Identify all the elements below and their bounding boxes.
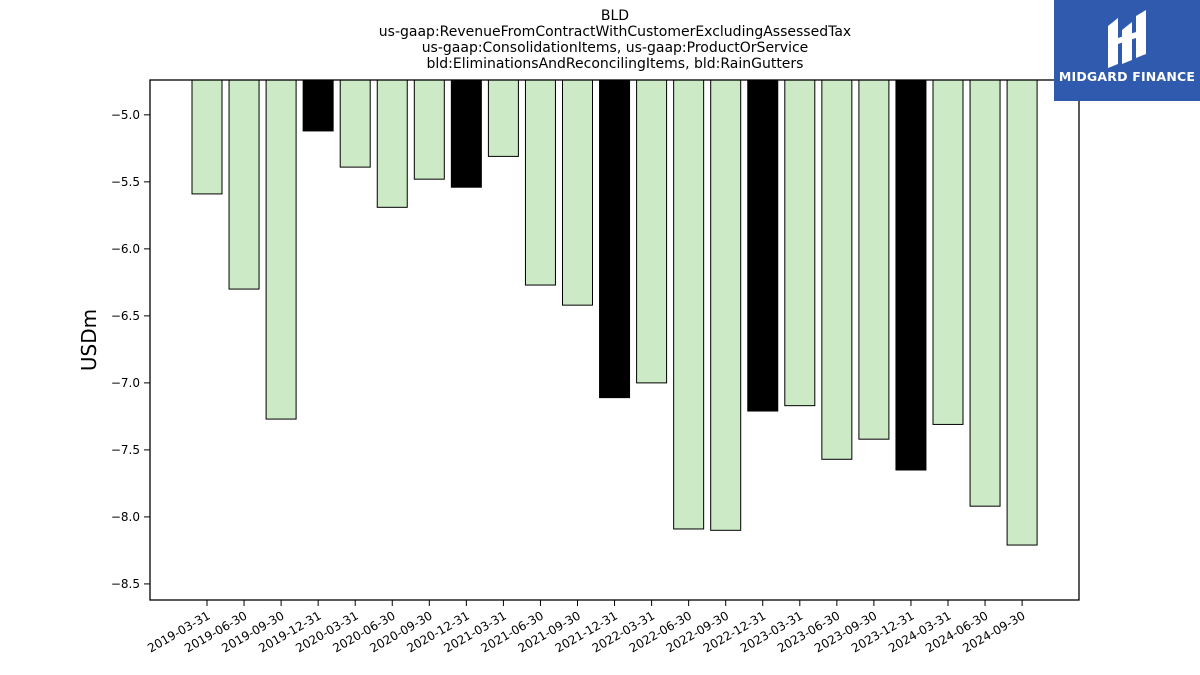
y-axis-label: USDm [77, 309, 101, 371]
y-tick-label: −7.0 [111, 376, 140, 390]
bar [747, 79, 779, 412]
midgard-finance-logo: MIDGARD FINANCE [1054, 0, 1200, 101]
bar [673, 79, 705, 530]
bar [191, 79, 223, 195]
bar [636, 79, 668, 384]
bar [932, 79, 964, 425]
y-tick-label: −8.5 [111, 577, 140, 591]
y-tick-label: −7.5 [111, 443, 140, 457]
y-tick-label: −5.5 [111, 175, 140, 189]
logo-text: MIDGARD FINANCE [1058, 69, 1196, 84]
bar [821, 79, 853, 460]
midgard-logo-icon [1108, 10, 1146, 68]
bar [969, 79, 1001, 507]
y-tick-label: −5.0 [111, 108, 140, 122]
bar [376, 79, 408, 208]
chart-title-line-4: bld:EliminationsAndReconcilingItems, bld… [426, 56, 804, 72]
bar [265, 79, 297, 420]
y-tick-label: −6.0 [111, 242, 140, 256]
bar [895, 79, 927, 471]
bar [858, 79, 890, 440]
bar [784, 79, 816, 407]
y-tick-label: −8.0 [111, 510, 140, 524]
y-tick-label: −6.5 [111, 309, 140, 323]
bar [302, 79, 334, 132]
bar [524, 79, 556, 286]
bar [413, 79, 445, 180]
bar [487, 79, 519, 157]
bar [710, 79, 742, 531]
chart-title-line-3: us-gaap:ConsolidationItems, us-gaap:Prod… [421, 40, 809, 56]
bar [339, 79, 371, 168]
chart-title-line-2: us-gaap:RevenueFromContractWithCustomerE… [378, 24, 852, 40]
bar [228, 79, 260, 290]
bar [450, 79, 482, 188]
bar [599, 79, 631, 399]
bar [562, 79, 593, 306]
bar [1006, 79, 1038, 546]
chart-title-line-1: BLD [600, 8, 630, 24]
